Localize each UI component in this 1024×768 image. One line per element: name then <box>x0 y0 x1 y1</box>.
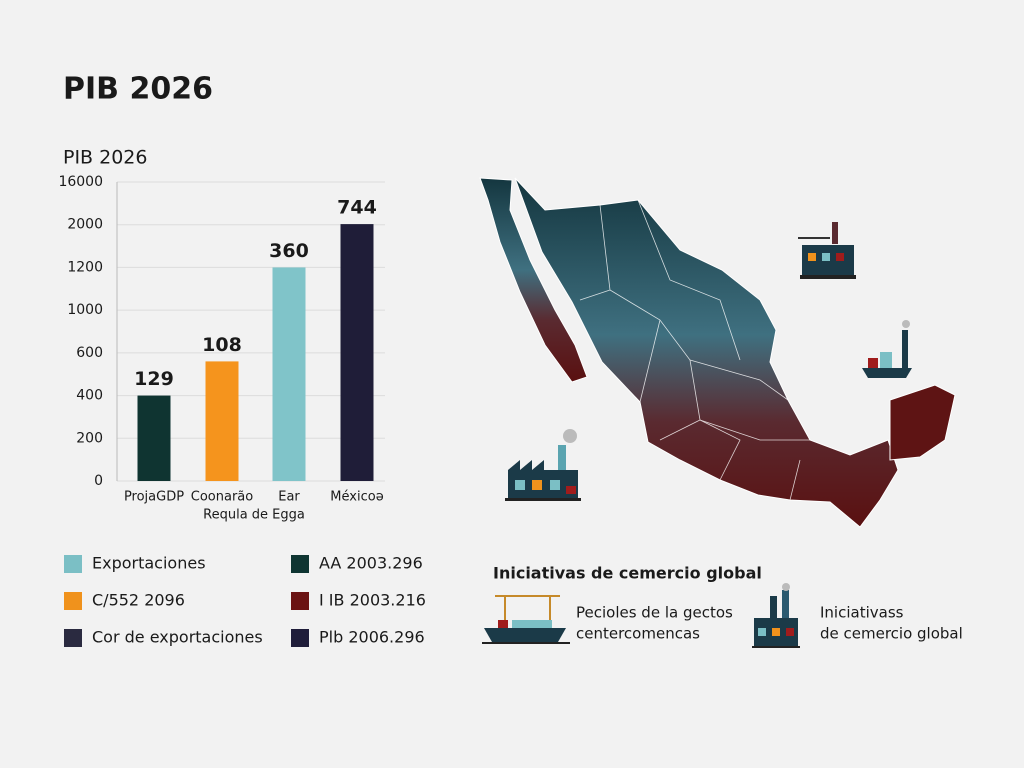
x-tick-label: ProjaGDP <box>124 490 184 505</box>
y-tick-label: 1000 <box>67 302 103 318</box>
panel-item-text: centercomencas <box>576 625 700 643</box>
panel-item-text: Pecioles de la gectos <box>576 604 733 622</box>
legend-swatch <box>64 629 82 647</box>
legend-swatch <box>291 629 309 647</box>
icons <box>482 222 912 648</box>
bar <box>205 361 239 481</box>
bar <box>272 267 306 481</box>
bar-annotation: 108 <box>202 334 242 356</box>
factory-icon <box>505 429 581 501</box>
bar-annotation: 744 <box>337 197 377 219</box>
y-tick-label: 600 <box>76 345 103 361</box>
bar <box>137 395 171 481</box>
bar-annotation: 360 <box>269 240 309 262</box>
y-tick-label: 400 <box>76 388 103 404</box>
baja-california <box>479 177 588 383</box>
legend-label: Plb 2006.296 <box>319 628 425 647</box>
ship-icon <box>862 320 912 378</box>
yucatan <box>889 384 956 461</box>
bar-annotation: 129 <box>134 368 174 390</box>
x-tick-label: Coonarão <box>191 490 254 505</box>
y-tick-label: 200 <box>76 430 103 446</box>
y-tick-label: 16000 <box>58 174 103 190</box>
y-tick-label: 1200 <box>67 259 103 275</box>
legend-swatch <box>64 555 82 573</box>
cargo-ship-icon <box>482 595 570 644</box>
legend-label: C/552 2096 <box>92 591 185 610</box>
chart-title: PIB 2026 <box>63 147 148 169</box>
panel-title: Iniciativas de cemercio global <box>493 564 762 583</box>
y-tick-label: 2000 <box>67 217 103 233</box>
legend-label: I IB 2003.216 <box>319 591 426 610</box>
panel-item-text: de cemercio global <box>820 625 963 643</box>
y-tick-label: 0 <box>94 473 103 489</box>
plant-icon <box>752 583 800 648</box>
legend-swatch <box>291 555 309 573</box>
state-borders <box>579 199 810 501</box>
x-tick-label: Ear <box>278 490 300 505</box>
legend-label: AA 2003.296 <box>319 554 423 573</box>
panel-item-text: Iniciativass <box>820 604 904 622</box>
port-icon <box>798 222 856 279</box>
bar-chart: 0 200 400 600 1000 1200 2000 16000 129 ProjaGDP 10… <box>58 174 385 523</box>
legend-label: Cor de exportaciones <box>92 628 263 647</box>
x-tick-label: Méxicoə <box>330 490 383 505</box>
legend-swatch <box>64 592 82 610</box>
bar <box>340 224 374 482</box>
map-panel: Iniciativas de cemercio global Pecioles d… <box>493 564 963 643</box>
mexico-map <box>479 177 956 528</box>
legend: Exportaciones AA 2003.296 C/552 2096 I IB 2… <box>64 554 426 647</box>
page-title: PIB 2026 <box>63 72 213 107</box>
x-axis-note: Requla de Egga <box>203 508 305 523</box>
legend-label: Exportaciones <box>92 554 206 573</box>
legend-swatch <box>291 592 309 610</box>
